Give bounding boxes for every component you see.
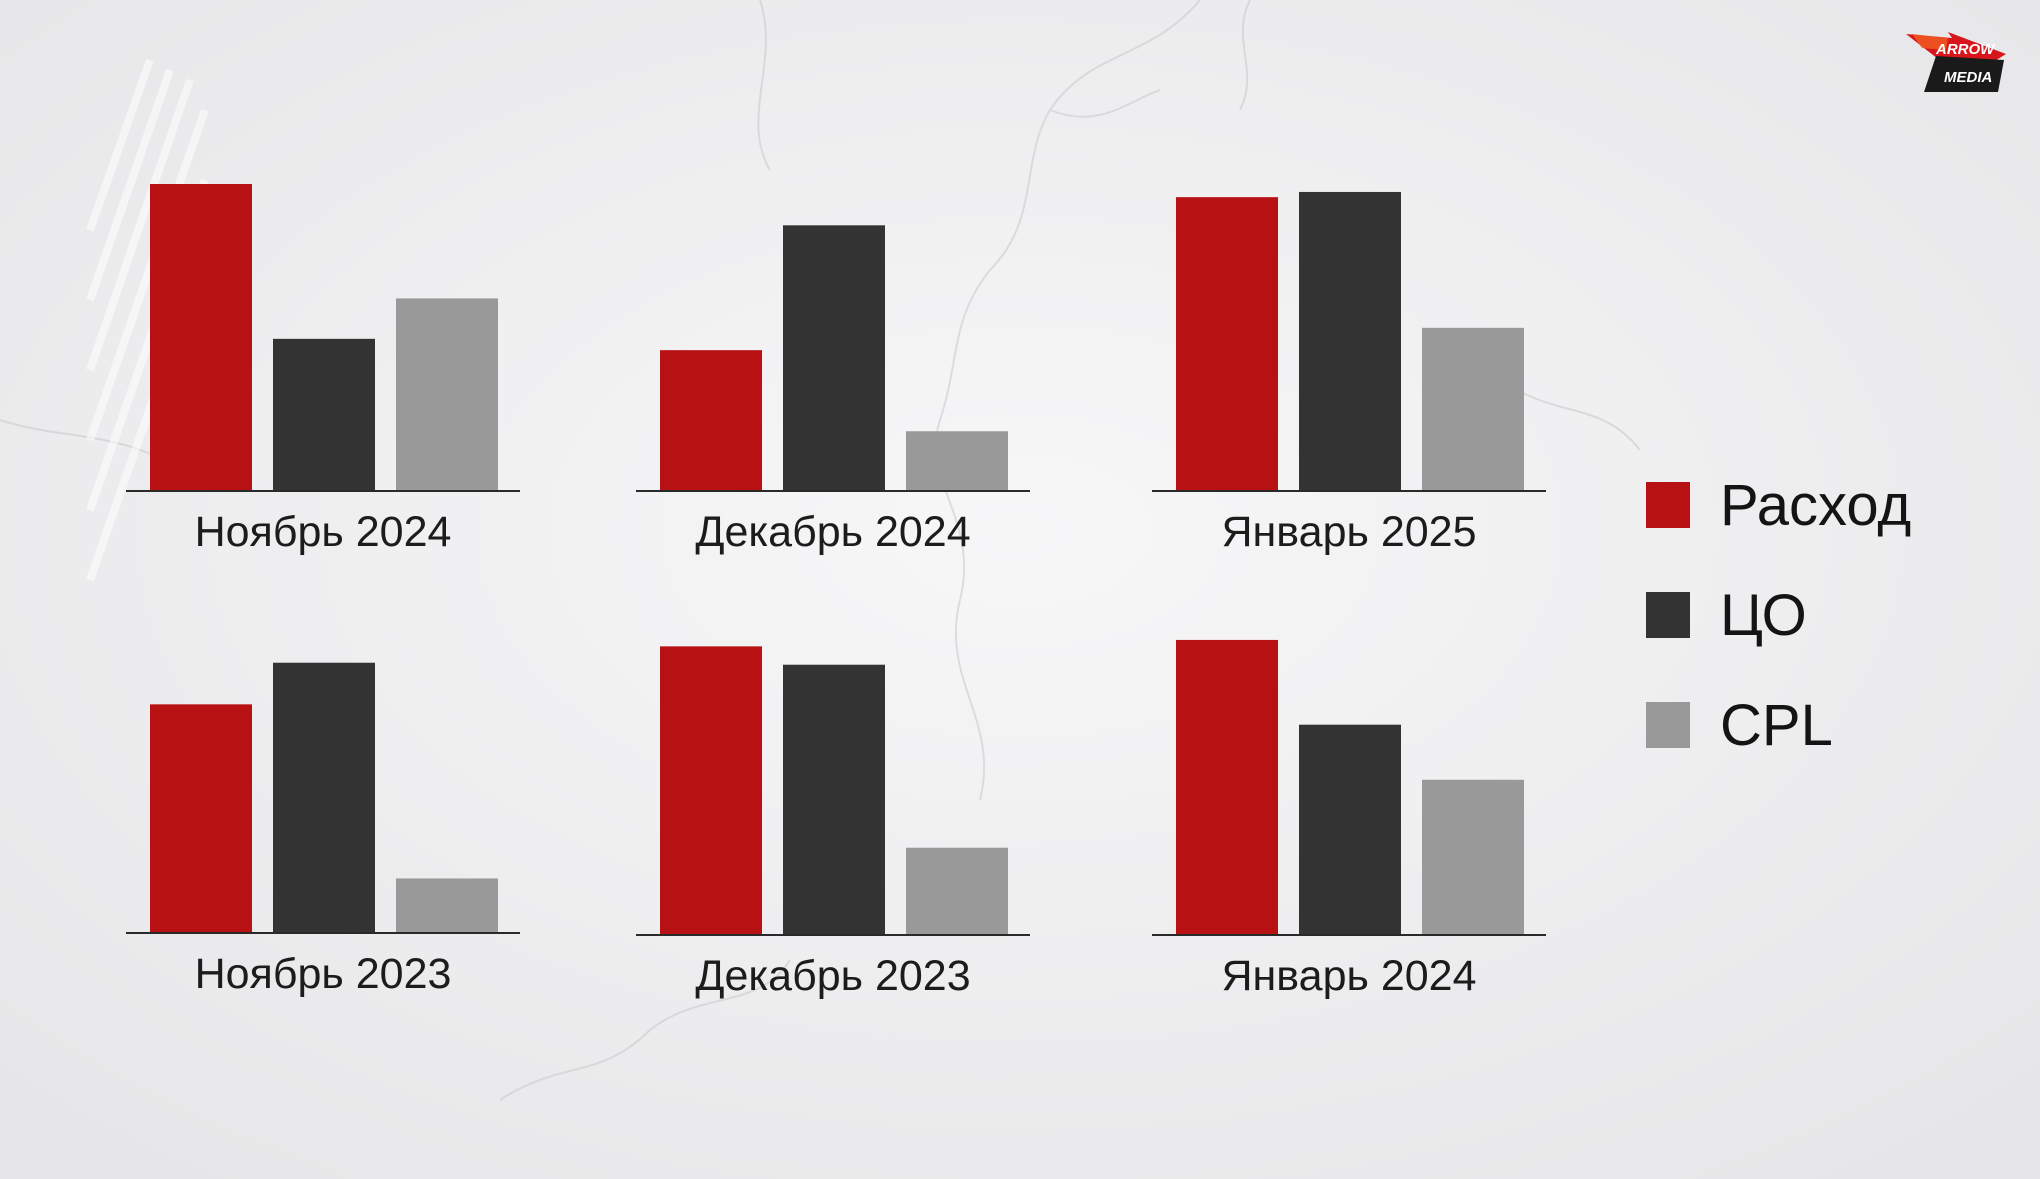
bar-co xyxy=(1299,724,1401,934)
legend-swatch xyxy=(1646,592,1690,638)
bar-co xyxy=(783,225,885,490)
chart-title: Январь 2025 xyxy=(1222,508,1477,556)
chart-panel: Ноябрь 2024 xyxy=(126,184,520,556)
chart-title: Декабрь 2024 xyxy=(695,508,970,556)
chart-panel: Декабрь 2023 xyxy=(636,646,1030,1000)
bar-cpl xyxy=(906,431,1008,490)
bar-co xyxy=(783,664,885,934)
bar-co xyxy=(273,338,375,490)
chart-title: Январь 2024 xyxy=(1222,952,1477,1000)
chart-panel: Январь 2025 xyxy=(1152,191,1546,556)
bar-cpl xyxy=(1422,779,1524,934)
bar-expense xyxy=(150,704,252,932)
legend-label: CPL xyxy=(1720,693,1833,758)
bar-expense xyxy=(660,350,762,490)
chart-panel: Ноябрь 2023 xyxy=(126,662,520,998)
chart-panel: Январь 2024 xyxy=(1152,639,1546,1000)
chart-title: Декабрь 2023 xyxy=(695,952,970,1000)
bar-cpl xyxy=(396,878,498,932)
legend: Расход ЦО CPL xyxy=(1646,473,1911,758)
bar-co xyxy=(273,662,375,932)
bar-expense xyxy=(660,646,762,934)
bar-co xyxy=(1299,191,1401,490)
bar-expense xyxy=(1176,197,1278,490)
chart-panel: Декабрь 2024 xyxy=(636,225,1030,556)
bar-cpl xyxy=(906,847,1008,934)
legend-label: ЦО xyxy=(1720,583,1807,648)
legend-swatch xyxy=(1646,482,1690,528)
bar-expense xyxy=(150,184,252,490)
legend-label: Расход xyxy=(1720,473,1911,538)
bar-cpl xyxy=(396,298,498,490)
chart-title: Ноябрь 2023 xyxy=(195,950,452,998)
arrow-media-logo: ARROW MEDIA xyxy=(1906,32,2006,92)
bar-expense xyxy=(1176,639,1278,934)
logo-line1: ARROW xyxy=(1935,41,1996,58)
legend-swatch xyxy=(1646,702,1690,748)
chart-title: Ноябрь 2024 xyxy=(195,508,452,556)
logo-line2: MEDIA xyxy=(1944,69,1992,86)
chart-panels: Ноябрь 2024 Декабрь 2024 Январь 2025 Ноябрь… xyxy=(126,184,1546,1000)
bar-cpl xyxy=(1422,327,1524,490)
